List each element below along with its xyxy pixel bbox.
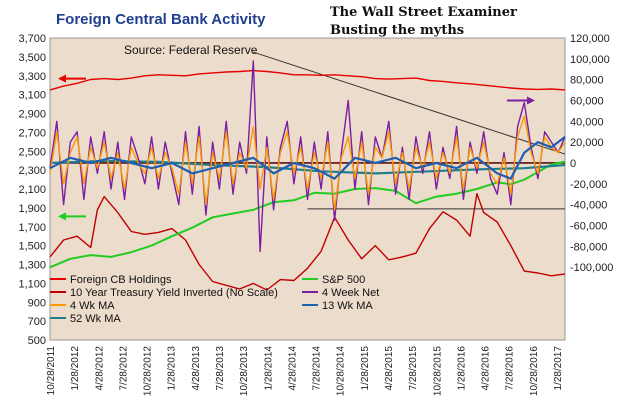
- x-axis-tick-label: 4/28/2015: [384, 346, 395, 391]
- right-axis-tick-label: -80,000: [570, 241, 607, 253]
- legend-label: 10 Year Treasury Yield Inverted (No Scal…: [70, 287, 278, 299]
- x-axis-tick-label: 1/28/2012: [70, 346, 81, 391]
- left-axis-tick-label: 1,100: [18, 278, 46, 290]
- x-axis-ticks: 10/28/2011 1/28/2012 4/28/2012 7/28/2012 10/…: [46, 346, 564, 396]
- arrow-layer: [58, 74, 535, 221]
- x-axis-tick-label: 10/28/2013: [239, 346, 250, 396]
- x-axis-tick-label: 10/28/2012: [143, 346, 154, 396]
- left-axis-tick-label: 1,500: [18, 241, 46, 253]
- x-axis-tick-label: 7/28/2012: [118, 346, 129, 391]
- series-line-foreign-cb-holdings: [49, 69, 566, 91]
- right-axis-tick-label: -100,000: [570, 262, 613, 274]
- legend-label: Foreign CB Holdings: [70, 274, 172, 286]
- x-axis-tick-label: 1/28/2017: [553, 346, 564, 391]
- x-axis-tick-label: 4/28/2012: [94, 346, 105, 391]
- left-axis-tick-label: 3,300: [18, 71, 46, 83]
- series-line-s-p-500: [49, 160, 566, 269]
- left-axis-tick-label: 1,900: [18, 203, 46, 215]
- source-note: Source: Federal Reserve: [124, 43, 258, 57]
- x-axis-tick-label: 1/28/2016: [456, 346, 467, 391]
- left-axis-tick-label: 3,100: [18, 90, 46, 102]
- left-axis-tick-label: 700: [28, 316, 46, 328]
- left-axis-tick-label: 2,700: [18, 127, 46, 139]
- right-axis-tick-label: -20,000: [570, 179, 607, 191]
- left-axis-ticks: 3,700 3,500 3,300 3,100 2,900 2,700 2,500 2,300…: [18, 33, 46, 347]
- series-layer: [49, 60, 566, 291]
- x-axis-tick-label: 7/28/2014: [312, 346, 323, 391]
- arrow-head: [58, 74, 66, 83]
- legend-label: 13 Wk MA: [322, 300, 373, 312]
- x-axis-tick-label: 1/28/2014: [263, 346, 274, 391]
- legend: Foreign CB Holdings S&P 500 10 Year Treasu…: [50, 274, 379, 325]
- x-axis-tick-label: 1/28/2013: [167, 346, 178, 391]
- arrow-head: [527, 96, 535, 105]
- left-axis-tick-label: 1,300: [18, 260, 46, 272]
- x-axis-tick-label: 10/28/2014: [336, 346, 347, 396]
- left-axis-tick-label: 900: [28, 297, 46, 309]
- brand-subtitle: Busting the myths: [330, 23, 464, 38]
- x-axis-tick-label: 10/28/2016: [529, 346, 540, 396]
- left-axis-tick-label: 2,500: [18, 146, 46, 158]
- x-axis-tick-label: 7/28/2015: [408, 346, 419, 391]
- x-axis-tick-label: 4/28/2014: [287, 346, 298, 391]
- right-axis-tick-label: -40,000: [570, 200, 607, 212]
- x-axis-tick-label: 4/28/2016: [481, 346, 492, 391]
- left-axis-tick-label: 2,100: [18, 184, 46, 196]
- x-axis-tick-label: 10/28/2015: [432, 346, 443, 396]
- right-axis-tick-label: 20,000: [570, 137, 604, 149]
- legend-label: 4 Week Net: [322, 287, 379, 299]
- right-axis-tick-label: -60,000: [570, 220, 607, 232]
- chart-title: Foreign Central Bank Activity: [56, 11, 266, 28]
- x-axis-tick-label: 7/28/2013: [215, 346, 226, 391]
- x-axis-tick-label: 10/28/2011: [46, 346, 57, 396]
- down-trend-line: [253, 51, 566, 155]
- series-line-10-year-treasury-yield-inverted-no-scale-: [49, 193, 566, 291]
- left-axis-tick-label: 3,500: [18, 52, 46, 64]
- x-axis-tick-label: 1/28/2015: [360, 346, 371, 391]
- right-axis-tick-label: 120,000: [570, 33, 610, 45]
- left-axis-tick-label: 3,700: [18, 33, 46, 45]
- right-axis-tick-label: 80,000: [570, 75, 604, 87]
- arrow-head: [58, 212, 66, 221]
- legend-label: 52 Wk MA: [70, 313, 121, 325]
- right-axis-tick-label: 100,000: [570, 54, 610, 66]
- left-axis-tick-label: 500: [28, 335, 46, 347]
- left-axis-tick-label: 1,700: [18, 222, 46, 234]
- left-axis-tick-label: 2,300: [18, 165, 46, 177]
- right-axis-tick-label: 0: [570, 158, 576, 170]
- legend-label: 4 Wk MA: [70, 300, 115, 312]
- right-axis-tick-label: 60,000: [570, 95, 604, 107]
- right-axis-ticks: 120,000 100,000 80,000 60,000 40,000 20,000 0 -…: [570, 33, 613, 274]
- left-axis-tick-label: 2,900: [18, 109, 46, 121]
- x-axis-tick-label: 7/28/2016: [505, 346, 516, 391]
- x-axis-tick-label: 4/28/2013: [191, 346, 202, 391]
- brand-title: The Wall Street Examiner: [330, 5, 517, 20]
- right-axis-tick-label: 40,000: [570, 116, 604, 128]
- series-line-13-wk-ma: [49, 136, 566, 180]
- legend-label: S&P 500: [322, 274, 365, 286]
